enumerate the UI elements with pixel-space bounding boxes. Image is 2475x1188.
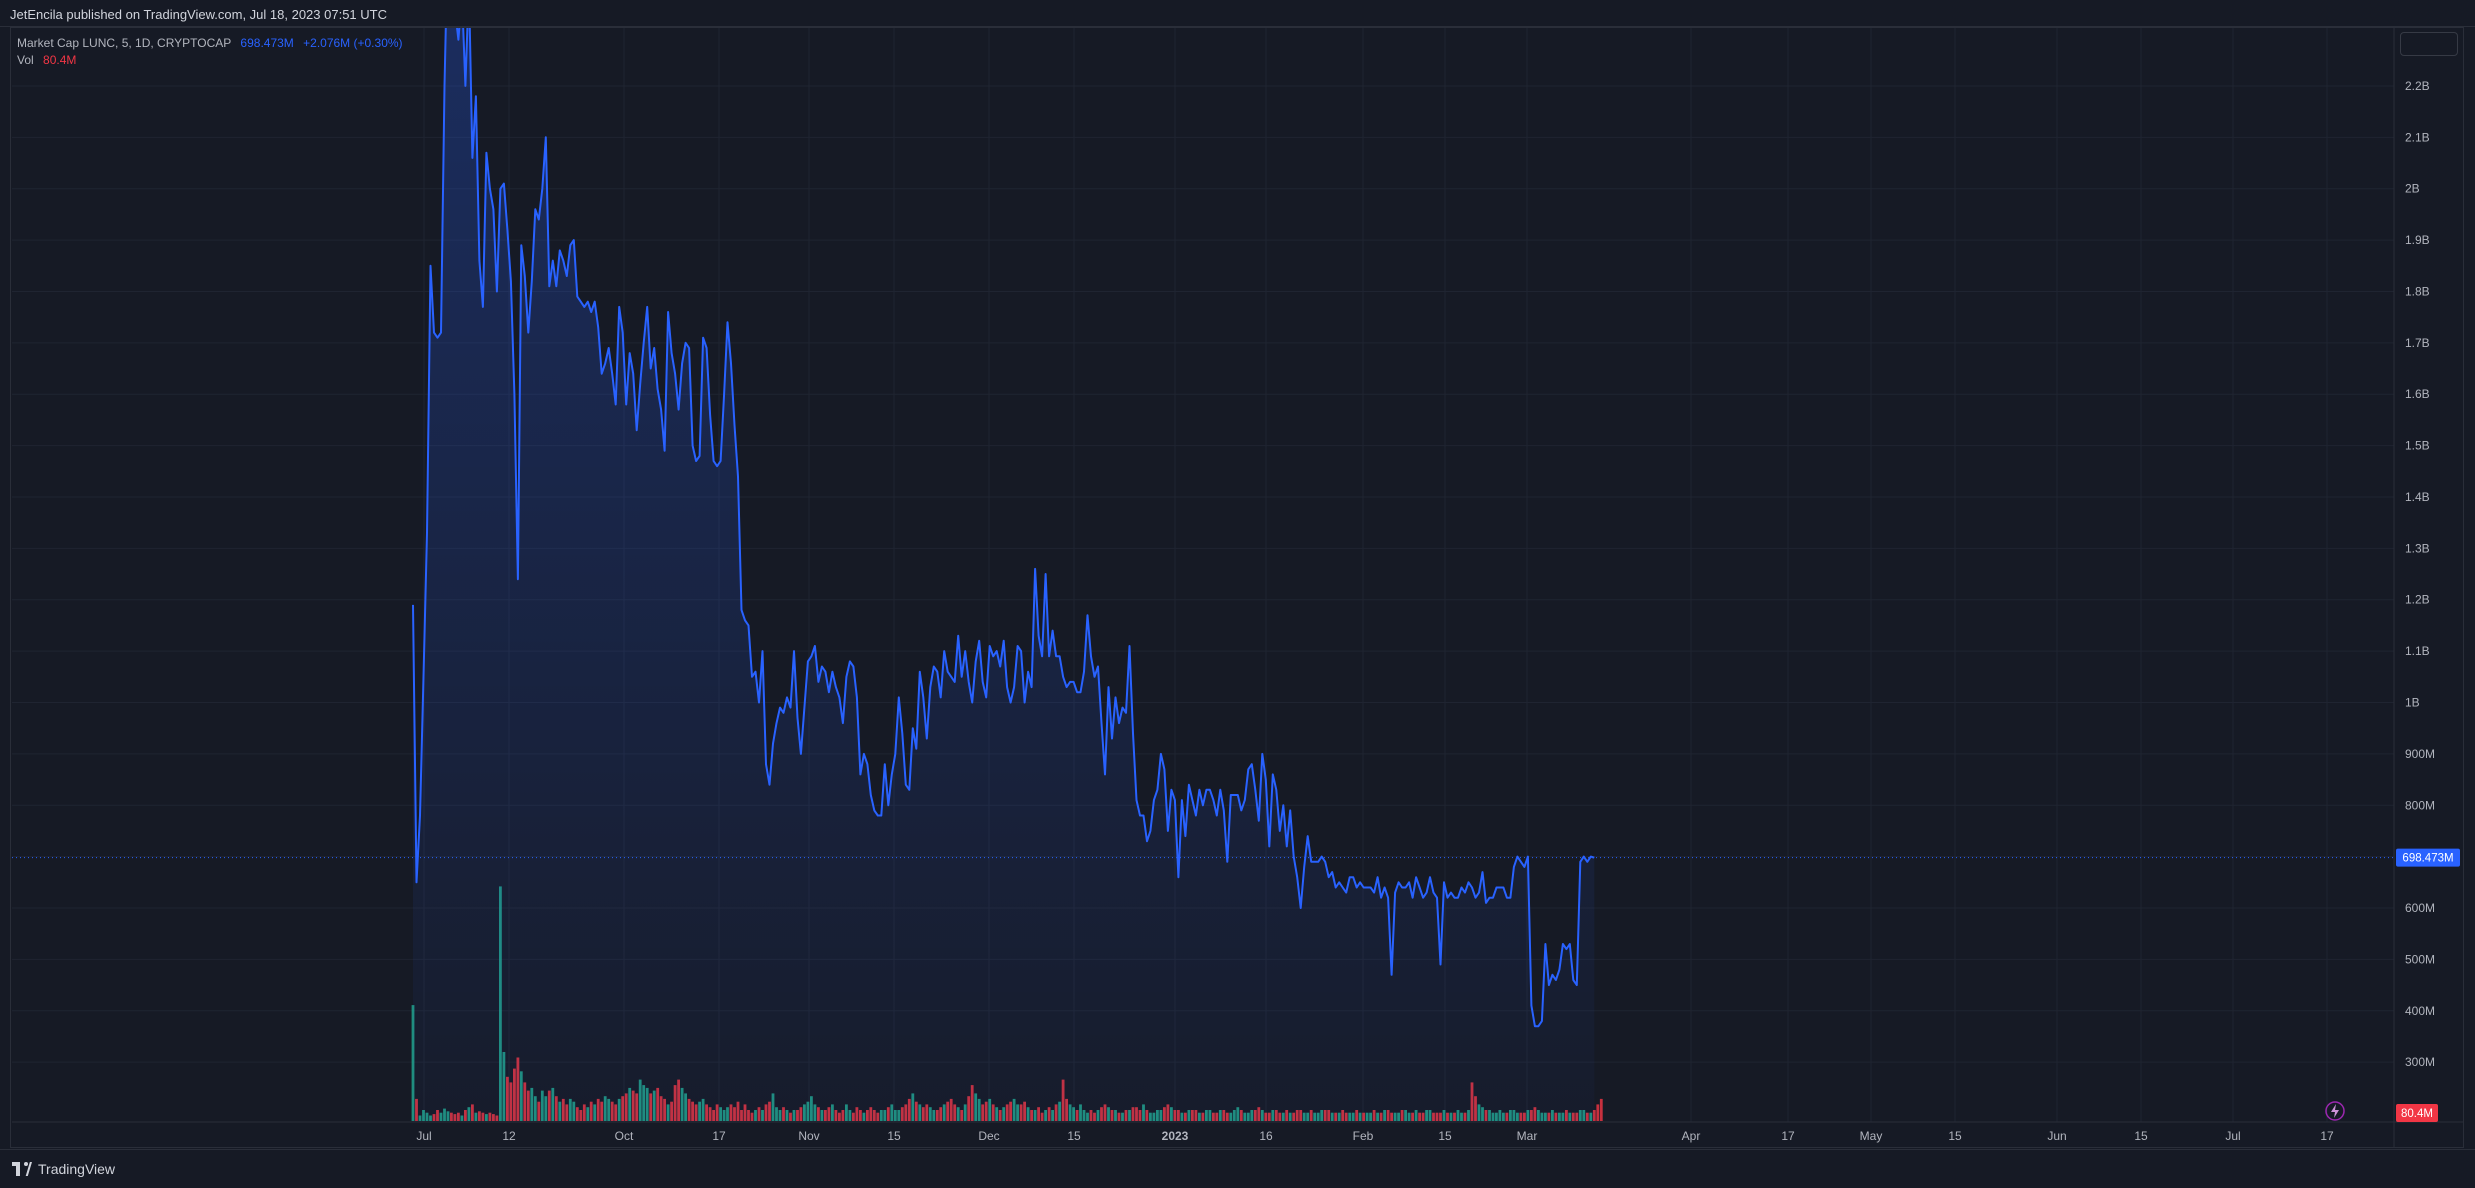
y-tick-label: 800M	[2405, 798, 2435, 812]
x-tick-label: May	[1860, 1129, 1883, 1143]
y-tick-label: 500M	[2405, 952, 2435, 966]
x-tick-label: Nov	[798, 1129, 819, 1143]
x-tick-label: Oct	[615, 1129, 634, 1143]
x-tick-label: 15	[1438, 1129, 1452, 1143]
y-tick-label: 2.1B	[2405, 130, 2430, 144]
time-axis: Jul 12 Oct 17 Nov 15 Dec 15 2023 16 Feb 15 Mar Apr 17 M…	[416, 1129, 2334, 1143]
y-tick-label: 1.7B	[2405, 336, 2430, 350]
x-tick-label: 15	[887, 1129, 901, 1143]
y-tick-label: 2B	[2405, 182, 2420, 196]
header-bar: JetEncila published on TradingView.com, …	[0, 0, 2475, 27]
y-tick-label: 1.3B	[2405, 541, 2430, 555]
chart-legend: Market Cap LUNC, 5, 1D, CRYPTOCAP 698.47…	[17, 35, 403, 69]
last-volume-badge-bg	[2396, 1104, 2438, 1122]
x-tick-label: Mar	[1517, 1129, 1538, 1143]
last-price-value: 698.473M	[2402, 853, 2453, 865]
x-tick-label: Jul	[416, 1129, 431, 1143]
x-tick-label: 17	[712, 1129, 726, 1143]
volume-bar	[1599, 1098, 1603, 1121]
y-tick-label: 400M	[2405, 1004, 2435, 1018]
y-tick-label: 600M	[2405, 901, 2435, 915]
y-tick-label: 300M	[2405, 1055, 2435, 1069]
y-tick-label: 1.2B	[2405, 593, 2430, 607]
tradingview-logo-icon	[12, 1162, 32, 1176]
legend-vol-label[interactable]: Vol	[17, 53, 34, 67]
x-tick-label: Apr	[1682, 1129, 1701, 1143]
x-tick-label: 17	[2320, 1129, 2334, 1143]
x-tick-label: 2023	[1162, 1129, 1189, 1143]
y-tick-label: 1.4B	[2405, 490, 2430, 504]
grid-lines	[12, 28, 2394, 1122]
x-tick-label: Feb	[1353, 1129, 1374, 1143]
publish-caption: JetEncila published on TradingView.com, …	[10, 7, 387, 22]
x-tick-label: 17	[1781, 1129, 1795, 1143]
price-area-fill	[413, 28, 1595, 1122]
brand-name: TradingView	[38, 1161, 116, 1177]
scale-settings-button[interactable]	[2400, 32, 2458, 56]
x-tick-label: 15	[2134, 1129, 2148, 1143]
y-tick-label: 1.1B	[2405, 644, 2430, 658]
legend-vol-value: 80.4M	[43, 53, 77, 67]
x-tick-label: 16	[1259, 1129, 1273, 1143]
last-price-badge-bg	[2396, 848, 2460, 867]
lightning-icon[interactable]	[2325, 1101, 2345, 1121]
x-tick-label: Dec	[978, 1129, 999, 1143]
y-tick-label: 2.2B	[2405, 79, 2430, 93]
legend-vol-row: Vol 80.4M	[17, 52, 403, 69]
y-tick-label: 1.6B	[2405, 387, 2430, 401]
last-volume-value: 80.4M	[2401, 1108, 2433, 1120]
x-tick-label: 12	[502, 1129, 516, 1143]
legend-value: 698.473M	[240, 36, 294, 50]
chart-frame	[10, 27, 2464, 1148]
y-tick-label: 1.5B	[2405, 439, 2430, 453]
last-price-badge: 698.473M	[2396, 848, 2460, 867]
x-tick-label: 15	[1948, 1129, 1962, 1143]
last-volume-badge: 80.4M	[2396, 1104, 2438, 1122]
x-tick-label: Jul	[2225, 1129, 2240, 1143]
legend-main-row: Market Cap LUNC, 5, 1D, CRYPTOCAP 698.47…	[17, 35, 403, 52]
volume-bar	[1596, 1104, 1600, 1121]
legend-symbol[interactable]: Market Cap LUNC, 5, 1D, CRYPTOCAP	[17, 36, 232, 50]
y-tick-label: 1B	[2405, 696, 2420, 710]
plot-area	[411, 28, 1603, 1122]
footer-bar: TradingView	[0, 1149, 2475, 1188]
y-tick-label: 900M	[2405, 747, 2435, 761]
tradingview-brand[interactable]: TradingView	[12, 1161, 115, 1177]
legend-change: +2.076M (+0.30%)	[303, 36, 403, 50]
price-axis: 300M400M500M600M700M800M900M1B1.1B1.2B1.…	[2405, 79, 2435, 1069]
y-tick-label: 1.9B	[2405, 233, 2430, 247]
x-tick-label: Jun	[2047, 1129, 2066, 1143]
x-tick-label: 15	[1067, 1129, 1081, 1143]
y-tick-label: 1.8B	[2405, 285, 2430, 299]
price-line	[412, 28, 1595, 1028]
